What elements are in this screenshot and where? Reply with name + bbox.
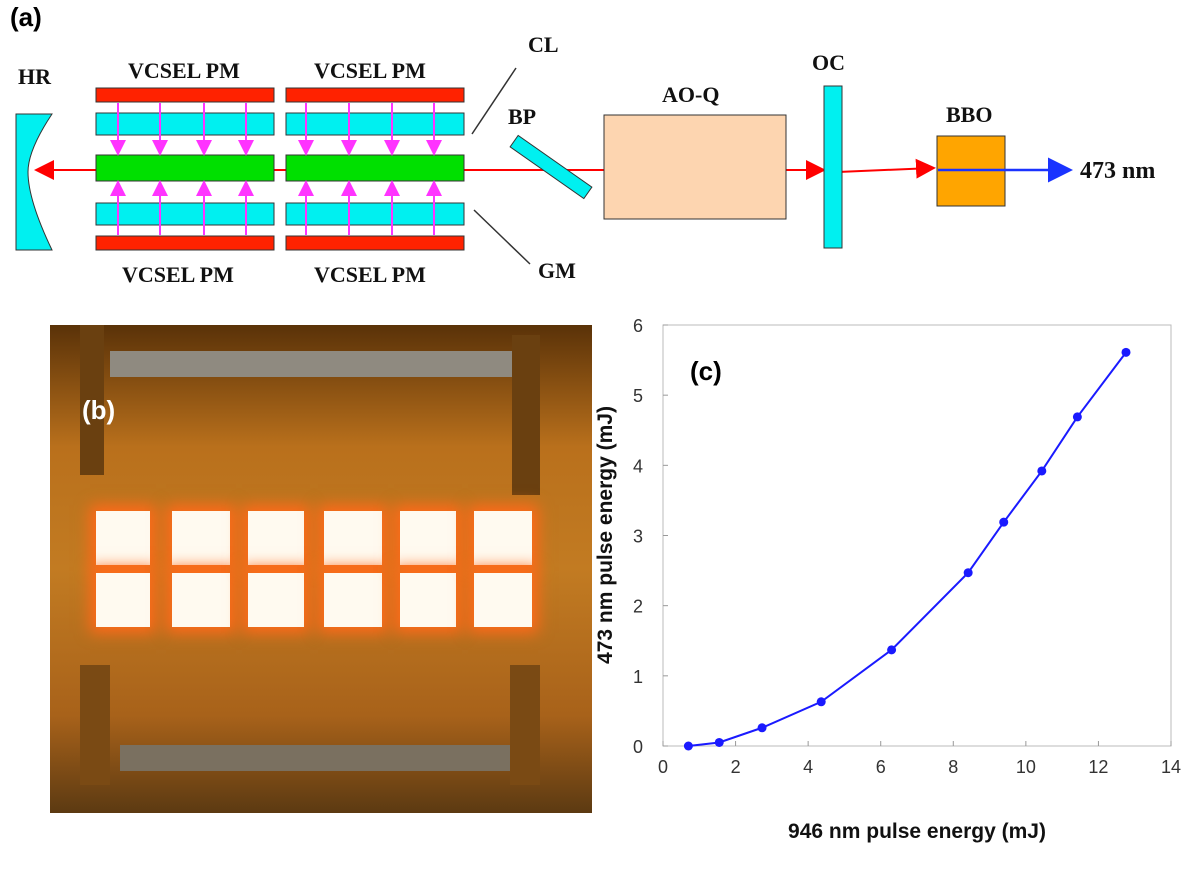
x-axis-label: 946 nm pulse energy (mJ) — [788, 820, 1046, 843]
gm-label: GM — [538, 258, 576, 283]
cl-label: CL — [528, 32, 559, 57]
pump-arrows — [110, 103, 442, 235]
panel-c-label: (c) — [690, 356, 722, 386]
series-line — [688, 351, 1127, 747]
y-tick-label: 0 — [633, 737, 643, 757]
y-tick-label: 2 — [633, 597, 643, 617]
data-point — [757, 723, 767, 733]
data-point — [999, 517, 1009, 527]
data-point — [887, 645, 897, 655]
aoq-box — [603, 114, 787, 220]
y-tick-label: 5 — [633, 386, 643, 406]
data-point — [1072, 412, 1082, 422]
hr-mirror — [15, 113, 53, 251]
bp-label: BP — [508, 104, 537, 129]
data-point — [714, 737, 724, 747]
pump-modules — [95, 87, 465, 251]
vcsel-top-1-label: VCSEL PM — [128, 58, 240, 83]
vcsel-bottom-2-label: VCSEL PM — [314, 262, 426, 287]
aoq-label: AO-Q — [662, 82, 720, 107]
laser-setup-diagram — [15, 67, 1073, 265]
y-tick-label: 3 — [633, 527, 643, 547]
data-point — [1121, 347, 1131, 357]
data-point — [816, 697, 826, 707]
x-tick-label: 8 — [948, 757, 958, 777]
oc-label: OC — [812, 50, 845, 75]
data-point — [1037, 466, 1047, 476]
y-tick-label: 6 — [633, 316, 643, 336]
x-tick-label: 2 — [731, 757, 741, 777]
y-tick-label: 4 — [633, 456, 643, 476]
bp-plate — [509, 134, 593, 200]
y-axis-label: 473 nm pulse energy (mJ) — [594, 406, 617, 664]
x-tick-label: 10 — [1016, 757, 1036, 777]
x-tick-label: 14 — [1161, 757, 1181, 777]
vcsel-top-2-label: VCSEL PM — [314, 58, 426, 83]
x-tick-label: 12 — [1088, 757, 1108, 777]
output-wavelength-label: 473 nm — [1080, 158, 1156, 184]
bbo-label: BBO — [946, 102, 993, 127]
panel-a-label: (a) — [10, 2, 42, 32]
panel-b-label: (b) — [82, 395, 116, 425]
data-point — [683, 741, 693, 751]
vcsel-bottom-1-label: VCSEL PM — [122, 262, 234, 287]
data-point — [963, 568, 973, 578]
hr-label: HR — [18, 64, 51, 89]
x-tick-label: 4 — [803, 757, 813, 777]
vcsel-array-photo — [50, 325, 592, 813]
x-tick-label: 6 — [876, 757, 886, 777]
x-tick-label: 0 — [658, 757, 668, 777]
gain-medium — [95, 154, 275, 182]
oc-mirror — [823, 85, 843, 249]
y-tick-label: 1 — [633, 667, 643, 687]
plot-frame — [662, 324, 1172, 747]
